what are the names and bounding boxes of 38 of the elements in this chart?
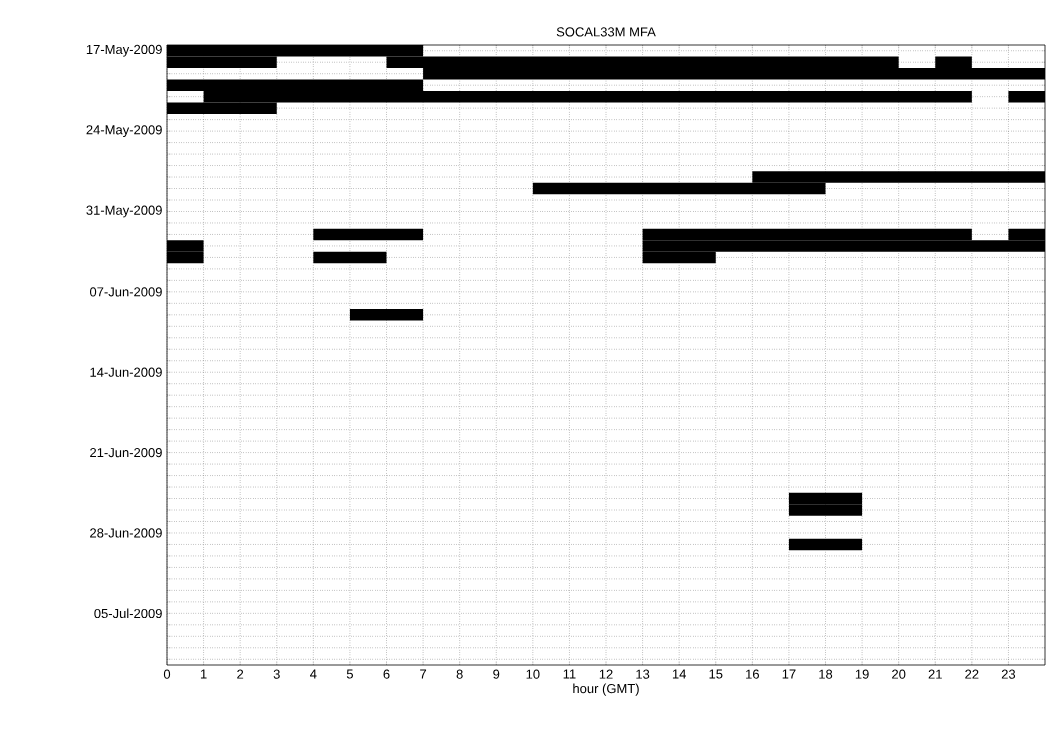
x-tick-label: 2 <box>237 669 244 679</box>
x-tick-label: 18 <box>819 669 833 679</box>
x-tick-label: 1 <box>200 669 207 679</box>
bar <box>313 251 387 264</box>
y-tick-label: 17-May-2009 <box>86 44 162 57</box>
x-tick-label: 11 <box>563 669 576 679</box>
x-tick-label: 6 <box>383 669 390 679</box>
x-tick-label: 20 <box>892 669 906 679</box>
y-tick-label: 07-Jun-2009 <box>89 287 162 297</box>
bar <box>349 309 424 321</box>
x-axis-title: hour (GMT) <box>573 683 639 696</box>
x-tick-label: 3 <box>273 669 280 679</box>
x-tick-label: 13 <box>636 669 650 679</box>
chart-title: SOCAL33M MFA <box>556 27 656 37</box>
x-tick-label: 0 <box>163 669 171 679</box>
x-tick-label: 15 <box>709 669 723 679</box>
x-tick-label: 22 <box>965 669 979 679</box>
x-tick-label: 5 <box>346 669 353 679</box>
x-tick-label: 23 <box>1001 669 1016 679</box>
x-tick-label: 10 <box>526 669 540 679</box>
y-tick-label: 05-Jul-2009 <box>94 608 162 619</box>
y-tick-label: 21-Jun-2009 <box>90 447 162 458</box>
x-tick-label: 16 <box>746 669 759 679</box>
y-tick-label: 28-Jun-2009 <box>90 528 162 538</box>
y-tick-label: 24-May-2009 <box>86 125 162 138</box>
x-tick-label: 17 <box>782 669 796 679</box>
x-tick-label: 4 <box>310 669 317 679</box>
x-tick-label: 7 <box>420 669 427 679</box>
bar <box>788 538 863 551</box>
bar <box>313 228 424 241</box>
x-tick-label: 9 <box>493 669 500 679</box>
y-tick-label: 31-May-2009 <box>86 205 162 218</box>
y-tick-label: 14-Jun-2009 <box>90 367 162 377</box>
x-tick-label: 12 <box>599 669 613 679</box>
x-tick-label: 14 <box>672 669 687 679</box>
x-tick-label: 19 <box>855 669 869 679</box>
x-tick-label: 21 <box>928 669 942 679</box>
x-tick-label: 8 <box>456 669 463 679</box>
